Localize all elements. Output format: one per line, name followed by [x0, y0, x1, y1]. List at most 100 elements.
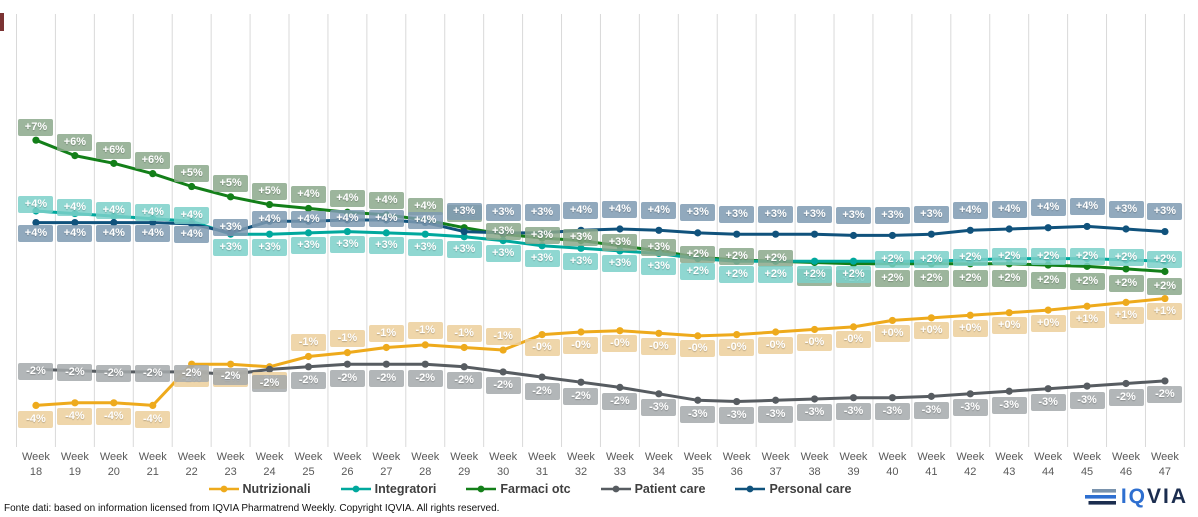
personal-care-point [110, 218, 118, 227]
nutrizionali-point [966, 311, 974, 319]
x-axis-label: Week 21 [138, 451, 167, 478]
patient-care-point [577, 378, 585, 386]
patient-care-point [110, 368, 118, 376]
farmaci-otc-point [1083, 262, 1091, 270]
integratori-point [888, 257, 897, 265]
patient-care-point [733, 397, 741, 406]
integratori-point [265, 230, 274, 238]
x-axis-label: Week 43 [995, 451, 1024, 478]
farmaci-otc-point [577, 237, 585, 245]
x-axis-label: Week 37 [761, 451, 790, 478]
patient-care-point [304, 363, 313, 371]
patient-care-point [655, 390, 663, 398]
x-axis-label: Week 34 [644, 451, 673, 478]
nutrizionali-point [888, 316, 897, 325]
legend-item-patient-care: Patient care [600, 482, 705, 496]
personal-care-legend-marker-icon [735, 485, 766, 493]
patient-care-point [616, 383, 624, 391]
legend-item-personal-care: Personal care [735, 482, 851, 496]
x-axis-label: Week 33 [605, 451, 634, 478]
personal-care-point [966, 226, 974, 234]
integratori-point [343, 227, 352, 236]
personal-care-point [733, 230, 741, 238]
farmaci-otc-point [71, 152, 79, 160]
chart-legend: Nutrizionali Integratori Farmaci otc Patien… [0, 482, 1060, 496]
patient-care-point [694, 396, 702, 404]
iqvia-logo-text: IQVIA [1120, 485, 1188, 508]
personal-care-point [343, 216, 352, 224]
patient-care-point [1044, 385, 1052, 393]
farmaci-otc-point [149, 170, 157, 178]
personal-care-point [304, 217, 313, 225]
patient-care-point [772, 396, 780, 404]
nutrizionali-point [71, 399, 79, 407]
legend-label: Personal care [769, 482, 852, 496]
nutrizionali-point [810, 325, 819, 334]
nutrizionali-point [499, 346, 507, 354]
legend-label: Farmaci otc [500, 482, 571, 496]
nutrizionali-point [849, 323, 858, 331]
patient-care-point [927, 392, 935, 400]
x-axis-label: Week 30 [489, 451, 518, 478]
patient-care-point [382, 360, 390, 368]
nutrizionali-point [149, 401, 157, 409]
nutrizionali-point [772, 328, 780, 336]
personal-care-point [32, 218, 40, 227]
personal-care-point [71, 218, 79, 227]
patient-care-point [265, 365, 274, 373]
personal-care-point [382, 216, 390, 224]
integratori-point [382, 229, 390, 237]
integratori-point [110, 212, 118, 220]
farmaci-otc-point [304, 204, 313, 213]
integratori-point [1161, 257, 1169, 265]
nutrizionali-point [110, 399, 118, 407]
personal-care-point [1122, 225, 1130, 233]
integratori-point [927, 257, 935, 265]
x-axis-label: Week 47 [1150, 451, 1179, 478]
x-axis-label: Week 40 [878, 451, 907, 478]
personal-care-point [460, 227, 468, 236]
personal-care-point [421, 218, 429, 227]
nutrizionali-point [382, 343, 390, 352]
patient-care-point [888, 394, 897, 402]
patient-care-point [810, 395, 819, 403]
farmaci-otc-point [32, 136, 40, 144]
nutrizionali-point [655, 329, 663, 337]
nutrizionali-point [927, 314, 935, 322]
personal-care-point [810, 230, 819, 238]
nutrizionali-point [1122, 298, 1130, 306]
farmaci-otc-point [227, 193, 235, 201]
farmaci-otc-point [343, 208, 352, 216]
x-axis-label: Week 29 [450, 451, 479, 478]
patient-care-point [1005, 387, 1013, 395]
nutrizionali-point [1161, 294, 1169, 303]
patient-care-point [499, 368, 507, 376]
x-axis-label: Week 22 [177, 451, 206, 478]
x-axis-label: Week 36 [722, 451, 751, 478]
legend-item-farmaci-otc: Farmaci otc [466, 482, 571, 496]
patient-care-point [1161, 377, 1169, 385]
x-axis-label: Week 31 [528, 451, 556, 478]
patient-care-point [460, 363, 468, 371]
integratori-point [32, 207, 40, 215]
x-axis-label: Week 19 [60, 451, 89, 478]
nutrizionali-point [227, 360, 235, 368]
farmaci-otc-point [188, 182, 196, 191]
legend-item-nutrizionali: Nutrizionali [208, 482, 311, 496]
nutrizionali-point [733, 330, 741, 339]
nutrizionali-point [421, 341, 429, 349]
integratori-point [1005, 255, 1013, 263]
x-axis-label: Week 35 [683, 451, 712, 478]
personal-care-point [1083, 222, 1091, 231]
integratori-point [616, 247, 624, 255]
patient-care-point [343, 360, 352, 368]
legend-label: Integratori [374, 482, 437, 496]
x-axis-label: Week 32 [567, 451, 595, 478]
integratori-legend-marker-icon [340, 485, 371, 493]
patient-care-point [149, 368, 157, 376]
x-axis-label: Week 41 [917, 451, 946, 478]
nutrizionali-point [460, 343, 468, 352]
nutrizionali-point [32, 401, 40, 409]
x-axis-label: Week 25 [294, 451, 323, 478]
x-axis-label: Week 46 [1112, 451, 1140, 478]
